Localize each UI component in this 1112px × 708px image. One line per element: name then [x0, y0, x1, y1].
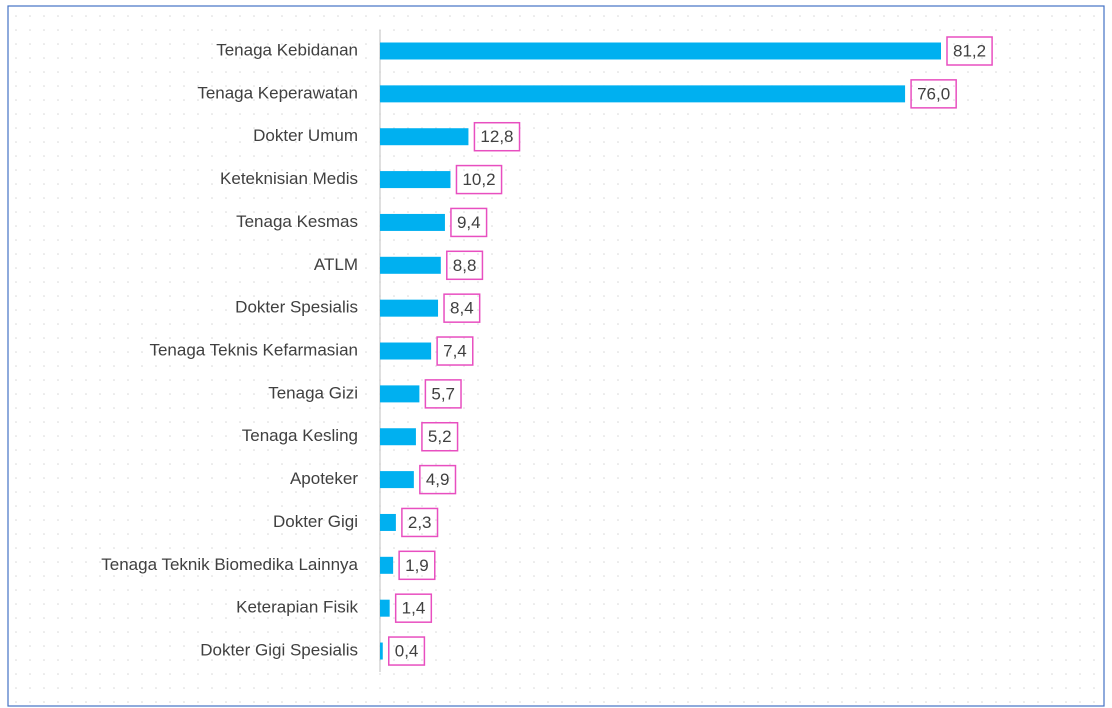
- category-label: Dokter Spesialis: [235, 298, 358, 317]
- bar: [380, 171, 451, 189]
- bar: [380, 556, 394, 574]
- bar: [380, 128, 469, 146]
- bar: [380, 642, 383, 660]
- value-label: 5,7: [431, 384, 455, 403]
- category-label: Keterapian Fisik: [236, 598, 358, 617]
- bar: [380, 428, 416, 446]
- value-label-box: [450, 207, 488, 238]
- value-label: 12,8: [480, 127, 513, 146]
- value-label-box: [455, 164, 503, 195]
- category-label: Tenaga Kesling: [242, 426, 358, 445]
- value-label-box: [446, 250, 484, 281]
- category-label: Dokter Umum: [253, 126, 358, 145]
- value-label: 2,3: [408, 513, 432, 532]
- bar: [380, 256, 441, 274]
- category-label: Tenaga Gizi: [268, 383, 358, 402]
- category-label: Dokter Gigi Spesialis: [200, 641, 358, 660]
- value-label-box: [424, 379, 462, 409]
- value-label: 4,9: [426, 470, 450, 489]
- value-label-box: [388, 636, 426, 666]
- bar: [380, 299, 439, 317]
- value-label-box: [946, 36, 993, 66]
- bar: [380, 42, 941, 60]
- bar: [380, 599, 390, 617]
- bar: [380, 471, 414, 489]
- category-label: Tenaga Keperawatan: [197, 83, 358, 102]
- value-label: 7,4: [443, 342, 467, 361]
- category-label: Keteknisian Medis: [220, 169, 358, 188]
- value-label-box: [401, 507, 439, 538]
- value-label: 76,0: [917, 84, 950, 103]
- value-label-box: [398, 550, 436, 581]
- value-label: 9,4: [457, 213, 481, 232]
- value-label-box: [473, 121, 521, 152]
- category-label: Tenaga Kebidanan: [216, 40, 358, 59]
- category-label: Tenaga Teknis Kefarmasian: [149, 341, 358, 360]
- value-label: 5,2: [428, 427, 452, 446]
- value-label-box: [910, 79, 957, 109]
- category-label: ATLM: [314, 255, 358, 274]
- bar: [380, 342, 432, 360]
- value-label-box: [443, 293, 481, 323]
- value-label-box: [436, 336, 474, 366]
- bar: [380, 85, 906, 103]
- value-label: 8,8: [453, 256, 477, 275]
- chart-frame: [7, 5, 1105, 707]
- value-label: 10,2: [462, 170, 495, 189]
- bar: [380, 213, 445, 231]
- bar: [380, 385, 420, 403]
- value-label: 0,4: [395, 642, 419, 661]
- value-label: 1,9: [405, 556, 429, 575]
- value-label: 8,4: [450, 299, 474, 318]
- value-label: 81,2: [953, 41, 986, 60]
- category-label: Tenaga Kesmas: [236, 212, 358, 231]
- value-label-box: [421, 421, 459, 452]
- value-label-box: [419, 464, 457, 495]
- bar: [380, 513, 396, 531]
- category-label: Apoteker: [290, 469, 358, 488]
- category-label: Tenaga Teknik Biomedika Lainnya: [101, 555, 358, 574]
- value-label: 1,4: [402, 599, 426, 618]
- value-label-box: [394, 593, 433, 623]
- category-label: Dokter Gigi: [273, 512, 358, 531]
